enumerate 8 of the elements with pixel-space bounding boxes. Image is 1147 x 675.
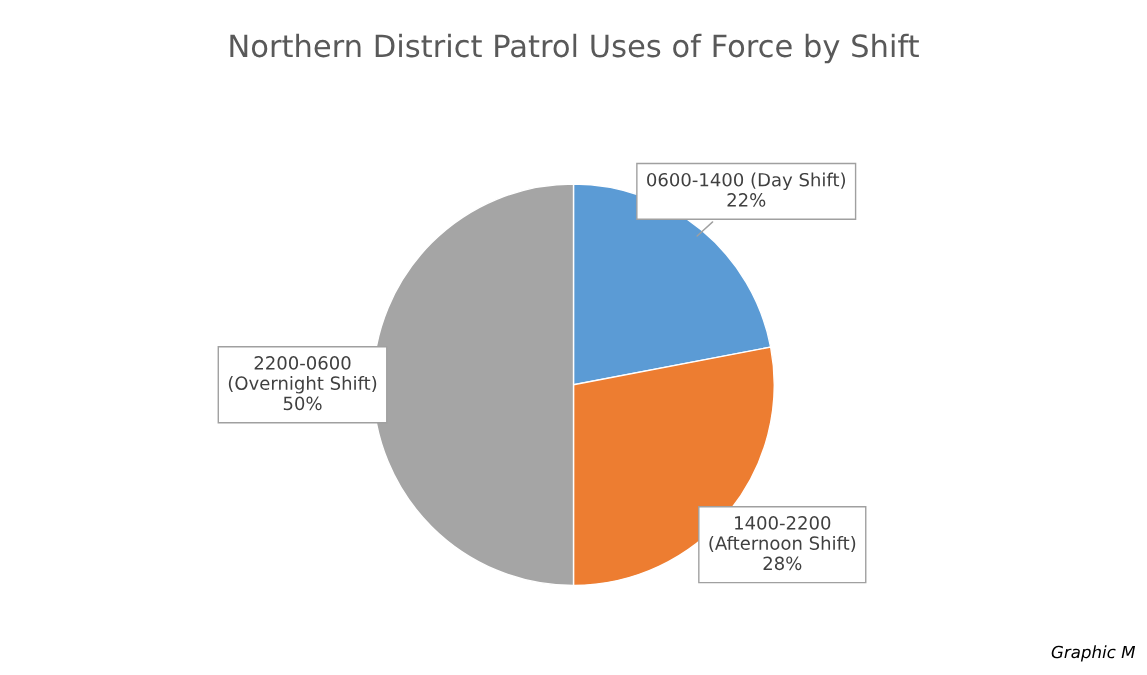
data-label: 50% — [283, 396, 322, 411]
data-label: 28% — [763, 556, 802, 571]
text: Graphic M — [1051, 645, 1136, 662]
chart-title: Northern District Patrol Uses of Force by Shift — [230, 33, 919, 64]
slice-label: 2200-0600 (Overnight Shift) — [228, 356, 377, 394]
slice-label: 0600-1400 (Day Shift) — [647, 172, 846, 191]
data-label: 22% — [727, 193, 766, 207]
slice-label: 1400-2200 (Afternoon Shift) — [709, 516, 856, 553]
